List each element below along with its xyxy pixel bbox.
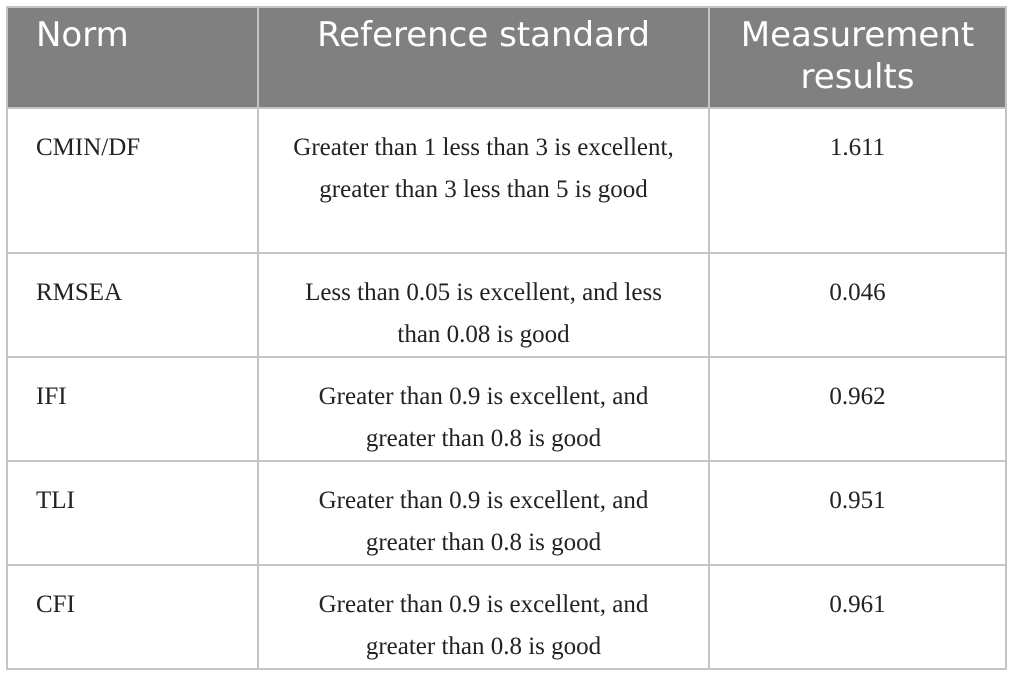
cell-norm: RMSEA [6,252,259,358]
cell-reference: Less than 0.05 is excellent, and less th… [257,252,710,358]
table-header: Norm Reference standard Measurement resu… [6,6,1007,109]
cell-result: 0.961 [708,564,1007,670]
cell-norm: CMIN/DF [6,107,259,254]
model-fit-table: Norm Reference standard Measurement resu… [6,6,1007,670]
cell-result: 0.951 [708,460,1007,566]
cell-norm: IFI [6,356,259,462]
cell-result: 0.962 [708,356,1007,462]
table-row: RMSEA Less than 0.05 is excellent, and l… [6,252,1007,358]
header-row: Norm Reference standard Measurement resu… [6,6,1007,109]
cell-reference: Greater than 1 less than 3 is excellent,… [257,107,710,254]
header-measurement-results: Measurement results [708,6,1007,109]
cell-norm: TLI [6,460,259,566]
cell-norm: CFI [6,564,259,670]
cell-result: 0.046 [708,252,1007,358]
table-row: CMIN/DF Greater than 1 less than 3 is ex… [6,107,1007,254]
table-row: IFI Greater than 0.9 is excellent, and g… [6,356,1007,462]
cell-reference: Greater than 0.9 is excellent, and great… [257,460,710,566]
header-norm: Norm [6,6,259,109]
table-row: TLI Greater than 0.9 is excellent, and g… [6,460,1007,566]
table-row: CFI Greater than 0.9 is excellent, and g… [6,564,1007,670]
table-body: CMIN/DF Greater than 1 less than 3 is ex… [6,107,1007,670]
cell-reference: Greater than 0.9 is excellent, and great… [257,564,710,670]
cell-result: 1.611 [708,107,1007,254]
cell-reference: Greater than 0.9 is excellent, and great… [257,356,710,462]
header-reference-standard: Reference standard [257,6,710,109]
